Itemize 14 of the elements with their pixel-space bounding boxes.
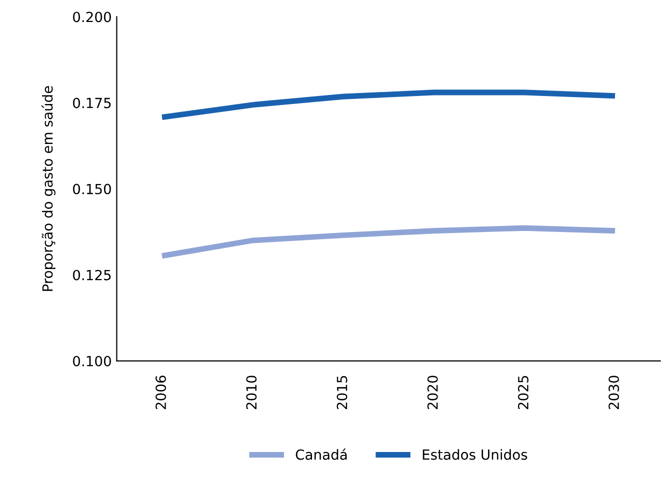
y-tick-label: 0.125 [73, 270, 111, 280]
legend-label: Canadá [296, 448, 347, 460]
x-tick-label: 2030 [608, 376, 620, 410]
y-tick-label: 0.100 [73, 356, 111, 366]
y-tick-label: 0.200 [73, 12, 111, 22]
x-tick-label: 2006 [156, 376, 166, 410]
x-tick-label: 2025 [518, 376, 528, 410]
legend-label: Estados Unidos [422, 449, 528, 460]
y-axis-title: Proporção do gasto em saúde [41, 86, 56, 291]
y-tick-label: 0.175 [73, 98, 111, 108]
x-tick-label: 2015 [336, 376, 348, 410]
x-tick-label: 2020 [427, 376, 438, 410]
x-tick-label: 2010 [246, 376, 257, 410]
y-tick-label: 0.150 [73, 184, 111, 194]
